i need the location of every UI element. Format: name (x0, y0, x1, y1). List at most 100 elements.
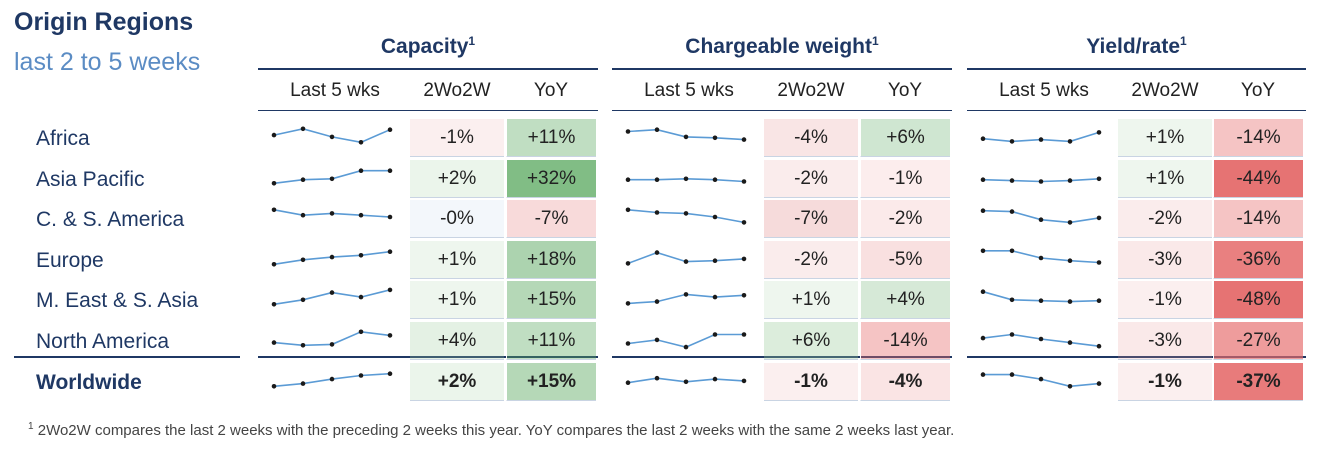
sparkline-point (358, 212, 364, 218)
sparkline (271, 248, 393, 267)
cell-yield-yoy: -14% (1213, 200, 1303, 238)
sparkline-point (358, 140, 364, 145)
sparkline-point (271, 180, 277, 186)
sparkline-point (980, 136, 986, 141)
group-underline (612, 68, 952, 70)
sparkline (271, 126, 393, 145)
sparkline-point (358, 373, 364, 378)
cell-capacity-yoy: +11% (506, 119, 596, 157)
sparkline-point (271, 207, 277, 213)
cell-yield-2wo2w: +1% (1118, 159, 1212, 198)
cell-capacity-yoy: +18% (506, 240, 596, 279)
sparkline-point (654, 299, 660, 304)
sparkline (980, 331, 1102, 348)
column-header-capacity-0: Last 5 wks (290, 80, 380, 101)
sparkline-point (300, 297, 306, 303)
sparkline-point (625, 380, 631, 385)
region-label: Asia Pacific (36, 167, 145, 191)
sparkline-point (625, 340, 631, 346)
cell-weight-yoy: +6% (860, 119, 950, 157)
sparkline-point (300, 257, 306, 262)
sparkline-point (1038, 178, 1044, 184)
sparkline-point (654, 249, 660, 255)
sparkline-point (1009, 297, 1015, 303)
sparkline-point (271, 261, 277, 267)
sparkline-point (1096, 298, 1102, 303)
sparkline-point (1009, 139, 1015, 144)
cell-capacity-2wo2w: +4% (410, 321, 504, 360)
worldwide-separator (258, 356, 598, 358)
column-header-weight-0: Last 5 wks (644, 80, 734, 101)
sparkline-point (741, 137, 747, 142)
sparkline-point (741, 178, 747, 184)
column-header-yield-1: 2Wo2W (1131, 80, 1199, 101)
sparkline-point (271, 339, 277, 345)
sparkline-point (741, 378, 747, 384)
sparkline (980, 176, 1102, 184)
sparkline-point (1067, 257, 1073, 263)
sparkline-point (300, 126, 306, 132)
sparkline-point (358, 167, 364, 173)
sparkline (271, 207, 393, 220)
cell-yield-2wo2w: +1% (1118, 119, 1212, 157)
worldwide-separator (612, 356, 952, 358)
sparkline-point (741, 256, 747, 261)
sparkline-point (271, 132, 277, 138)
sparkline-point (1067, 139, 1073, 144)
sparkline-point (329, 376, 335, 382)
cell-weight-yoy: -14% (860, 321, 950, 360)
sparkline-point (1038, 137, 1044, 142)
sparkline-point (1067, 177, 1073, 183)
cell-yield-2wo2w: -1% (1118, 281, 1212, 319)
sparkline (625, 207, 747, 225)
region-label: Worldwide (36, 371, 142, 394)
sparkline-point (329, 254, 335, 259)
sparkline-point (625, 176, 631, 182)
worldwide-separator (14, 356, 240, 358)
cell-yield-yoy: -37% (1213, 363, 1303, 401)
sparkline-point (683, 134, 689, 140)
cell-weight-2wo2w: -4% (764, 119, 858, 157)
cell-yield-2wo2w: -3% (1118, 321, 1212, 360)
sparkline-point (271, 384, 277, 389)
cell-capacity-2wo2w: +1% (410, 240, 504, 279)
sparkline-point (1038, 336, 1044, 341)
sparkline-point (1009, 331, 1015, 337)
cell-capacity-yoy: +11% (506, 321, 596, 360)
sparkline-point (387, 371, 393, 376)
group-title-text: Yield/rate (1086, 35, 1181, 58)
sparkline-point (625, 129, 631, 134)
footnote-text: 2Wo2W compares the last 2 weeks with the… (37, 422, 955, 439)
sparkline-point (712, 257, 718, 263)
cell-yield-yoy: -14% (1213, 119, 1303, 157)
page-title: Origin Regions (14, 8, 194, 36)
sparkline-point (712, 176, 718, 182)
sparkline-point (1096, 381, 1102, 386)
group-title-weight: Chargeable weight1 (612, 34, 952, 66)
group-title-superscript: 1 (1180, 34, 1187, 48)
cell-yield-yoy: -44% (1213, 159, 1303, 198)
sparkline (980, 372, 1102, 389)
sparkline (271, 167, 393, 186)
sparkline-point (654, 176, 660, 182)
sparkline-point (712, 294, 718, 300)
sparkline-point (300, 342, 306, 348)
cell-weight-2wo2w: -2% (764, 159, 858, 198)
sparkline-point (1096, 343, 1102, 348)
column-header-yield-2: YoY (1240, 80, 1276, 101)
sparkline (271, 371, 393, 389)
column-header-underline (967, 110, 1306, 111)
sparkline-point (712, 376, 718, 382)
region-label: Africa (36, 127, 90, 150)
sparkline-point (1096, 215, 1102, 221)
sparkline-point (1038, 255, 1044, 260)
group-underline (258, 68, 598, 70)
cell-yield-2wo2w: -3% (1118, 240, 1212, 279)
sparkline-point (683, 176, 689, 181)
group-title-capacity: Capacity1 (258, 34, 598, 66)
cell-yield-yoy: -36% (1213, 240, 1303, 279)
column-header-weight-2: YoY (887, 80, 923, 101)
sparkline-point (1067, 384, 1073, 389)
sparkline-point (1038, 217, 1044, 222)
sparkline-point (683, 211, 689, 216)
